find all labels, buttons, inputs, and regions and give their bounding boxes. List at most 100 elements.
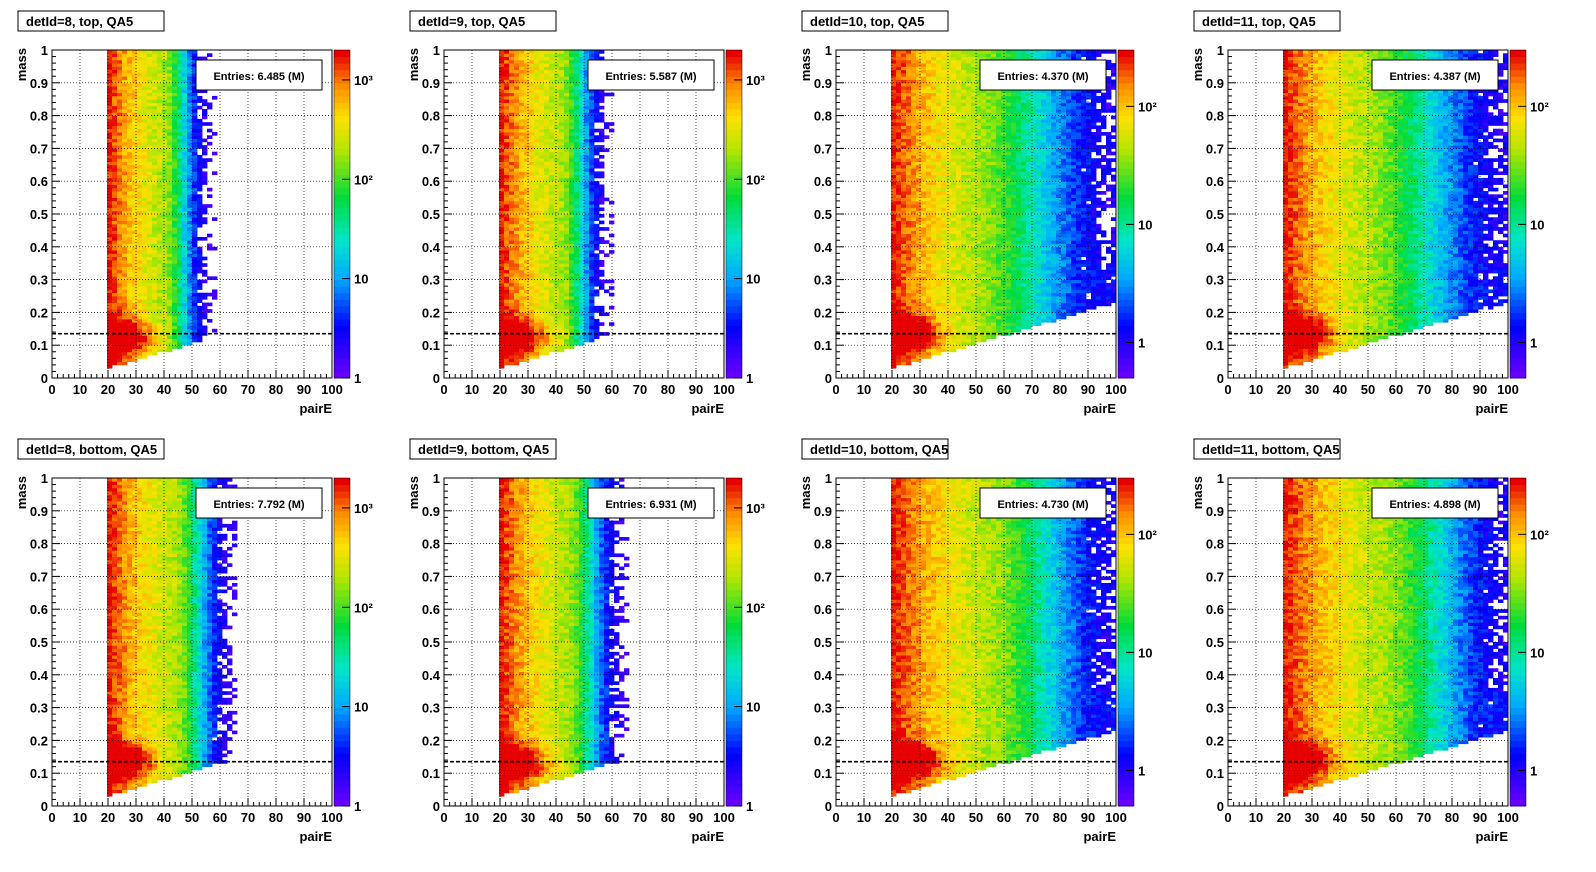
- heatmap-cell: [137, 119, 142, 123]
- heatmap-cell: [901, 299, 906, 303]
- heatmap-cell: [931, 171, 936, 175]
- heatmap-cell: [559, 312, 564, 316]
- heatmap-cell: [112, 60, 117, 64]
- heatmap-cell: [554, 204, 559, 208]
- heatmap-cell: [514, 201, 519, 205]
- heatmap-cell: [152, 204, 157, 208]
- heatmap-cell: [187, 299, 192, 303]
- heatmap-cell: [911, 181, 916, 185]
- heatmap-cell: [589, 106, 594, 110]
- panel-title: detId=9, top, QA5: [418, 14, 525, 29]
- heatmap-cell: [514, 358, 519, 362]
- heatmap-cell: [529, 227, 534, 231]
- heatmap-cell: [569, 129, 574, 133]
- heatmap-cell: [122, 293, 127, 297]
- heatmap-cell: [192, 280, 197, 284]
- heatmap-cell: [147, 283, 152, 287]
- heatmap-cell: [127, 53, 132, 57]
- heatmap-cell: [147, 214, 152, 218]
- heatmap-cell: [554, 63, 559, 67]
- heatmap-cell: [524, 57, 529, 61]
- heatmap-cell: [559, 237, 564, 241]
- heatmap-cell: [594, 326, 599, 330]
- heatmap-cell: [147, 89, 152, 93]
- heatmap-cell: [926, 207, 931, 211]
- heatmap-cell: [127, 142, 132, 146]
- heatmap-cell: [117, 306, 122, 310]
- heatmap-cell: [132, 188, 137, 192]
- heatmap-cell: [906, 362, 911, 366]
- heatmap-cell: [594, 135, 599, 139]
- heatmap-cell: [147, 106, 152, 110]
- heatmap-cell: [574, 142, 579, 146]
- heatmap-cell: [147, 139, 152, 143]
- heatmap-cell: [569, 339, 574, 343]
- heatmap-cell: [911, 135, 916, 139]
- heatmap-cell: [564, 125, 569, 129]
- heatmap-cell: [544, 247, 549, 251]
- heatmap-cell: [926, 102, 931, 106]
- heatmap-cell: [122, 93, 127, 97]
- heatmap-cell: [574, 122, 579, 126]
- heatmap-cell: [112, 326, 117, 330]
- heatmap-cell: [896, 83, 901, 87]
- heatmap-cell: [514, 109, 519, 113]
- heatmap-cell: [509, 273, 514, 277]
- heatmap-cell: [187, 214, 192, 218]
- heatmap-cell: [921, 188, 926, 192]
- heatmap-cell: [911, 63, 916, 67]
- heatmap-cell: [901, 162, 906, 166]
- heatmap-cell: [569, 221, 574, 225]
- heatmap-cell: [137, 260, 142, 264]
- heatmap-cell: [529, 135, 534, 139]
- heatmap-cell: [162, 119, 167, 123]
- heatmap-cell: [569, 204, 574, 208]
- heatmap-cell: [162, 348, 167, 352]
- y-tick-label: 0.5: [422, 207, 440, 222]
- heatmap-cell: [117, 96, 122, 100]
- heatmap-cell: [167, 293, 172, 297]
- y-tick-label: 0.3: [422, 273, 440, 288]
- heatmap-cell: [182, 93, 187, 97]
- heatmap-cell: [127, 227, 132, 231]
- heatmap-cell: [574, 207, 579, 211]
- heatmap-cell: [544, 257, 549, 261]
- heatmap-cell: [916, 191, 921, 195]
- heatmap-cell: [906, 99, 911, 103]
- heatmap-cell: [916, 142, 921, 146]
- color-scale-segment: [334, 102, 350, 109]
- heatmap-cell: [524, 260, 529, 264]
- heatmap-cell: [509, 345, 514, 349]
- heatmap-cell: [926, 188, 931, 192]
- heatmap-cell: [529, 53, 534, 57]
- heatmap-cell: [901, 230, 906, 234]
- heatmap-cell: [564, 119, 569, 123]
- heatmap-cell: [132, 280, 137, 284]
- heatmap-cell: [182, 253, 187, 257]
- heatmap-cell: [519, 348, 524, 352]
- heatmap-cell: [524, 201, 529, 205]
- heatmap-cell: [172, 148, 177, 152]
- heatmap-cell: [514, 335, 519, 339]
- heatmap-cell: [926, 57, 931, 61]
- heatmap-cell: [584, 240, 589, 244]
- heatmap-cell: [504, 329, 509, 333]
- heatmap-cell: [514, 293, 519, 297]
- heatmap-cell: [574, 224, 579, 228]
- heatmap-cell: [122, 86, 127, 90]
- heatmap-cell: [132, 57, 137, 61]
- heatmap-cell: [157, 204, 162, 208]
- heatmap-cell: [549, 125, 554, 129]
- heatmap-cell: [157, 171, 162, 175]
- heatmap-cell: [127, 102, 132, 106]
- heatmap-cell: [172, 312, 177, 316]
- heatmap-cell: [127, 247, 132, 251]
- heatmap-cell: [906, 270, 911, 274]
- heatmap-cell: [539, 329, 544, 333]
- heatmap-cell: [529, 148, 534, 152]
- heatmap-cell: [137, 335, 142, 339]
- heatmap-cell: [544, 93, 549, 97]
- heatmap-cell: [112, 247, 117, 251]
- heatmap-cell: [569, 66, 574, 70]
- heatmap-cell: [187, 306, 192, 310]
